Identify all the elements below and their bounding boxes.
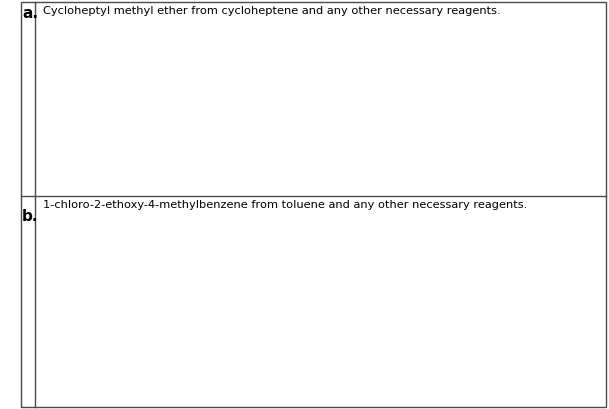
Text: 1-chloro-2-ethoxy-4-methylbenzene from toluene and any other necessary reagents.: 1-chloro-2-ethoxy-4-methylbenzene from t… bbox=[43, 200, 527, 210]
Text: a.: a. bbox=[22, 6, 38, 21]
Text: Cycloheptyl methyl ether from cycloheptene and any other necessary reagents.: Cycloheptyl methyl ether from cyclohepte… bbox=[43, 6, 500, 16]
Text: b.: b. bbox=[22, 209, 38, 224]
